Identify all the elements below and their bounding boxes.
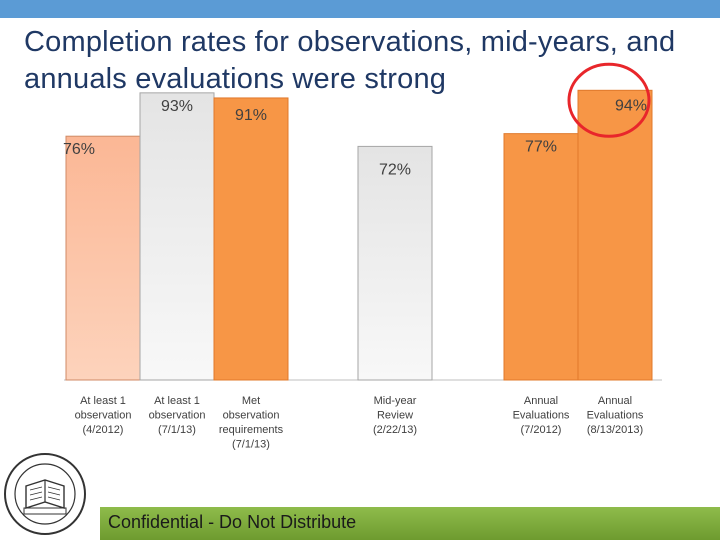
school-seal-logo [4,453,86,535]
bar-1 [65,135,141,381]
category-label-6: Annual Evaluations (8/13/2013) [587,395,644,436]
bar-chart: 76% 93% 91% 72% 77% 94% At least 1 observation… [63,62,662,451]
value-label-2: 93% [161,98,193,115]
category-label-3: Met observation requirements (7/1/13) [219,395,284,451]
category-label-1: At least 1 observation (4/2012) [75,395,132,436]
value-label-1: 76% [63,141,95,158]
page-title: Completion rates for observations, mid-y… [24,26,676,95]
value-label-3: 91% [235,107,267,124]
bar-6 [577,89,653,381]
category-label-4: Mid-year Review (2/22/13) [373,395,417,436]
bar-5 [503,133,579,381]
footer-bar: Confidential - Do Not Distribute [100,507,720,540]
category-label-2: At least 1 observation (7/1/13) [149,395,206,436]
value-label-6: 94% [615,97,647,114]
top-accent-bar [0,0,720,18]
bar-3 [213,97,289,381]
value-label-4: 72% [379,161,411,178]
bar-2 [139,92,215,381]
bar-4 [357,145,433,381]
highlight-circle [567,62,651,138]
footer-text: Confidential - Do Not Distribute [108,512,357,532]
category-label-5: Annual Evaluations (7/2012) [513,395,570,436]
value-label-5: 77% [525,139,557,156]
